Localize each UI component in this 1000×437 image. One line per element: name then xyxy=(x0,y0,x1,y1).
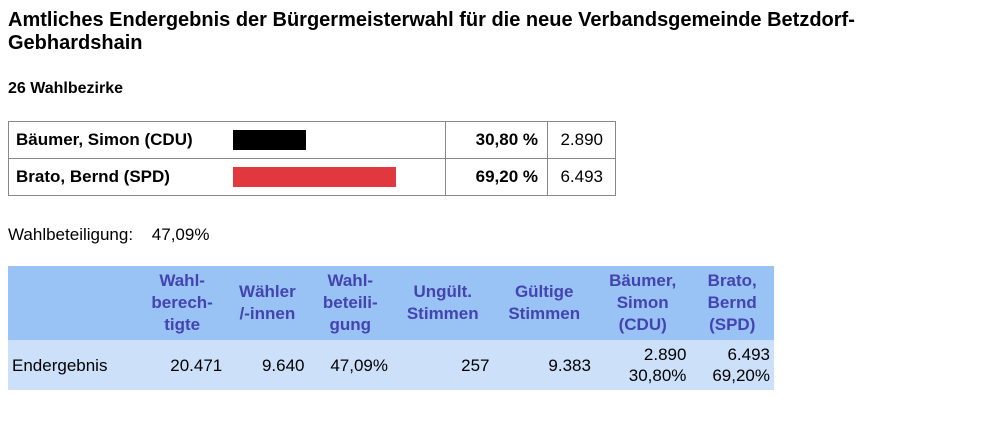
header-line: /-innen xyxy=(239,304,296,323)
header-line: Simon xyxy=(616,293,669,312)
cell-wahlberechtigte: 20.471 xyxy=(138,340,227,390)
candidate-name: Bäumer, Simon (CDU) xyxy=(8,121,230,159)
candidate-name: Brato, Bernd (SPD) xyxy=(8,158,230,196)
header-line: (SPD) xyxy=(709,315,756,334)
turnout-value: 47,09% xyxy=(151,225,210,244)
candidate-row: Bäumer, Simon (CDU) 30,80 % 2.890 xyxy=(8,121,616,159)
turnout: Wahlbeteiligung: 47,09% xyxy=(8,225,209,245)
header-column: Brato, Bernd (SPD) xyxy=(690,266,774,340)
candidate-percent: 30,80 % xyxy=(445,121,548,159)
baeumer-percent: 30,80% xyxy=(628,366,687,385)
candidate-votes: 6.493 xyxy=(547,158,616,196)
result-bar xyxy=(233,130,306,150)
header-column: Wahl-beteili-gung xyxy=(308,266,393,340)
details-data-row: Endergebnis 20.471 9.640 47,09% 257 9.38… xyxy=(8,340,774,390)
candidate-row: Brato, Bernd (SPD) 69,20 % 6.493 xyxy=(8,158,616,196)
cell-waehler: 9.640 xyxy=(226,340,309,390)
header-line: Wahl- xyxy=(327,271,374,290)
turnout-label: Wahlbeteiligung: xyxy=(8,225,134,244)
header-column: Wahl-berech-tigte xyxy=(138,266,227,340)
row-label: Endergebnis xyxy=(8,340,138,390)
result-bar xyxy=(233,167,396,187)
header-column: Gültige Stimmen xyxy=(493,266,595,340)
header-blank xyxy=(8,266,138,340)
header-line: Brato, xyxy=(707,271,757,290)
results-table: Bäumer, Simon (CDU) 30,80 % 2.890 Brato,… xyxy=(8,121,616,196)
header-column: Ungült. Stimmen xyxy=(392,266,494,340)
candidate-votes: 2.890 xyxy=(547,121,616,159)
header-line: Stimmen xyxy=(406,304,479,323)
header-line: Ungült. xyxy=(413,282,473,301)
header-line: Gültige xyxy=(514,282,574,301)
bar-cell xyxy=(230,158,446,196)
header-line: Wahl- xyxy=(159,271,205,290)
header-column: Bäumer, Simon (CDU) xyxy=(594,266,691,340)
header-line: Wähler xyxy=(239,282,296,301)
cell-ungueltige: 257 xyxy=(392,340,494,390)
brato-percent: 69,20% xyxy=(712,366,770,385)
details-header-row: Wahl-berech-tigte Wähler /-innen Wahl-bet… xyxy=(8,266,774,340)
cell-wahlbeteiligung: 47,09% xyxy=(308,340,393,390)
bar-cell xyxy=(230,121,446,159)
details-table: Wahl-berech-tigte Wähler /-innen Wahl-bet… xyxy=(8,266,774,390)
page-title: Amtliches Endergebnis der Bürgermeisterw… xyxy=(8,9,855,54)
header-line: tigte xyxy=(164,315,201,334)
header-line: Stimmen xyxy=(508,304,581,323)
header-line: (CDU) xyxy=(618,315,667,334)
header-line: Bernd xyxy=(707,293,757,312)
header-line: Bäumer, xyxy=(609,271,677,290)
header-line: beteili- xyxy=(322,293,378,312)
baeumer-votes: 2.890 xyxy=(643,345,687,364)
cell-gueltige: 9.383 xyxy=(493,340,595,390)
candidate-percent: 69,20 % xyxy=(445,158,548,196)
header-line: gung xyxy=(329,315,372,334)
header-column: Wähler /-innen xyxy=(226,266,309,340)
header-line: berech- xyxy=(151,293,213,312)
district-count: 26 Wahlbezirke xyxy=(8,80,124,97)
brato-votes: 6.493 xyxy=(727,345,770,364)
cell-baeumer: 2.890 30,80% xyxy=(594,340,691,390)
cell-brato: 6.493 69,20% xyxy=(690,340,774,390)
